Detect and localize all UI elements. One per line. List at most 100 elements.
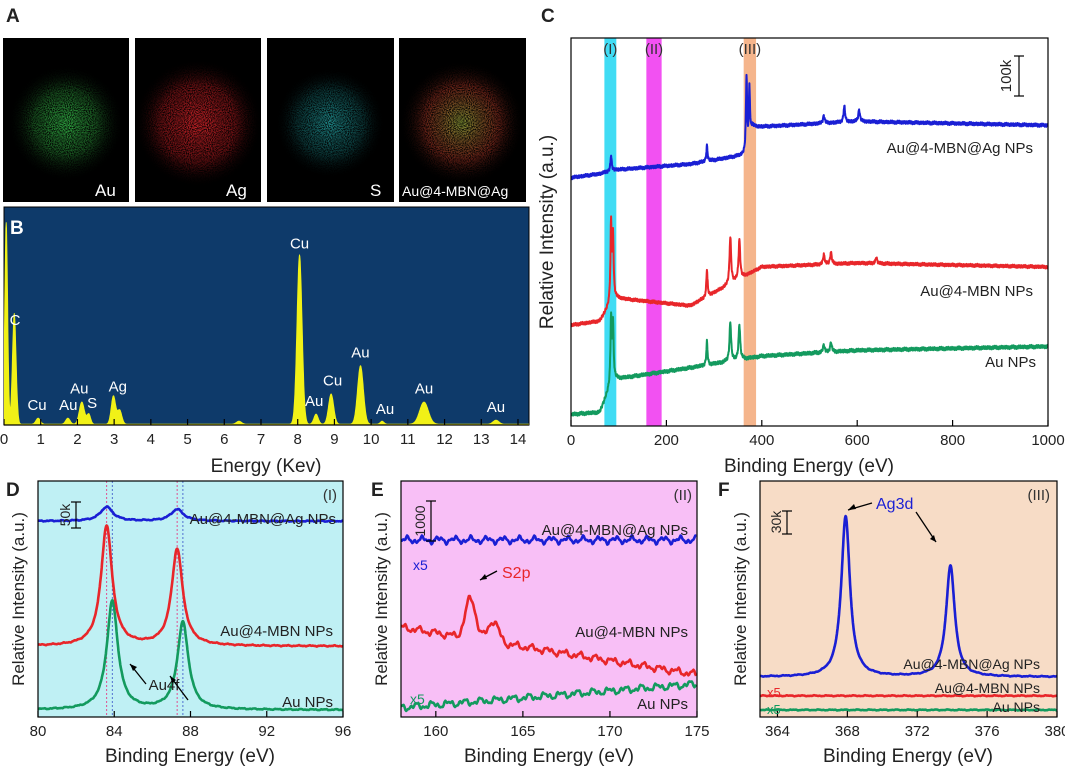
- eds-peak-label: Au: [59, 397, 77, 414]
- eds-x-tick-label: 11: [400, 431, 416, 448]
- eds-spectrum: [4, 222, 529, 425]
- eds-x-tick-label: 10: [363, 431, 380, 448]
- scale-bar-label: 30k: [768, 510, 784, 534]
- panel-label-d: D: [6, 480, 20, 501]
- map-overlay: Au@4-MBN@Ag: [399, 38, 526, 202]
- panel-e: E 160 165 170 175 Au NPs Au@4-MBN NPs Au@4-MB…: [371, 480, 710, 767]
- au4f-series-label: Au@4-MBN NPs: [220, 623, 333, 640]
- au4f-x-tick-label: 88: [182, 723, 199, 740]
- au4f-series-labels: Au NPs Au@4-MBN NPs Au@4-MBN@Ag NPs: [190, 511, 336, 711]
- map-ag-label: Ag: [226, 181, 247, 200]
- survey-x-ticks: 0 200 400 600 800 1000: [567, 420, 1065, 449]
- region-label: (III): [1028, 487, 1051, 504]
- eds-x-tick-label: 4: [147, 431, 155, 448]
- ag3d-series-label: Au NPs: [993, 699, 1040, 715]
- multiplier-label: x5: [767, 685, 781, 700]
- eds-peak-label: Au: [351, 344, 369, 361]
- ag3d-x-tick-label: 372: [905, 723, 930, 740]
- panel-d: D 80 84 88 92 96 Au NPs Au@4-MBN NPs Au@4-MBN@…: [6, 480, 351, 767]
- survey-frame: [570, 37, 1049, 427]
- survey-x-tick-label: 0: [567, 432, 575, 449]
- ag3d-x-tick-label: 380: [1044, 723, 1065, 740]
- peak-label: S2p: [502, 565, 531, 582]
- scale-bar-label: 50k: [57, 503, 73, 527]
- map-overlay-label: Au@4-MBN@Ag: [402, 183, 508, 199]
- ag3d-series-label: Au@4-MBN NPs: [935, 680, 1040, 696]
- multiplier-label: x5: [410, 691, 425, 707]
- survey-series-label: Au NPs: [985, 354, 1036, 371]
- survey-x-tick-label: 800: [940, 432, 965, 449]
- eds-x-axis-label: Energy (Kev): [211, 456, 322, 477]
- eds-peak-label: Cu: [323, 373, 342, 390]
- eds-x-tick-label: 0: [0, 431, 8, 448]
- ag3d-spectra: [760, 514, 1057, 712]
- s2p-x-tick-label: 170: [597, 723, 622, 740]
- au4f-x-tick-label: 80: [30, 723, 47, 740]
- s2p-series-label: Au@4-MBN NPs: [575, 624, 688, 641]
- highlight-band: [743, 38, 757, 426]
- survey-y-axis-label: Relative Intensity (a.u.): [537, 135, 558, 329]
- au4f-x-tick-label: 92: [258, 723, 275, 740]
- ag3d-frame: [759, 480, 1058, 718]
- scale-bar-label: 1000: [412, 505, 428, 536]
- highlight-band-label: (II): [645, 41, 663, 58]
- au4f-x-axis-label: Binding Energy (eV): [105, 746, 275, 767]
- highlight-band-label: (I): [603, 41, 617, 58]
- au4f-series-au-nps: [38, 599, 343, 712]
- survey-x-tick-label: 200: [654, 432, 679, 449]
- panel-a: A Au Ag S Au@4-MBN@Ag: [3, 6, 526, 202]
- panel-label-f: F: [718, 480, 730, 501]
- s2p-series-labels: Au NPs Au@4-MBN NPs Au@4-MBN@Ag NPs: [542, 522, 688, 713]
- ag3d-series-au-4-mbn-ag-nps: [760, 514, 1057, 679]
- s2p-series-au-4-mbn-ag-nps: [401, 534, 697, 546]
- survey-series-label: Au@4-MBN NPs: [920, 283, 1033, 300]
- eds-x-tick-label: 14: [510, 431, 527, 448]
- eds-peak-label: Au: [305, 393, 323, 410]
- map-s-label: S: [370, 181, 381, 200]
- multiplier-label: x5: [767, 702, 781, 717]
- eds-peak-label: S: [87, 395, 97, 412]
- peak-arrow-head: [848, 504, 856, 510]
- au4f-x-tick-label: 84: [106, 723, 123, 740]
- multiplier-label: x5: [413, 557, 428, 573]
- eds-x-tick-label: 12: [436, 431, 453, 448]
- survey-x-tick-label: 400: [749, 432, 774, 449]
- eds-x-tick-label: 8: [294, 431, 302, 448]
- eds-peak-label: Au: [70, 381, 88, 398]
- peak-arrow-head: [930, 535, 936, 542]
- au4f-annotations: (I) 50k Au4f: [57, 487, 337, 701]
- ag3d-series-label: Au@4-MBN@Ag NPs: [903, 656, 1040, 672]
- highlight-band-label: (III): [739, 41, 762, 58]
- eds-peak-label: Cu: [27, 397, 46, 414]
- au4f-series-au-4-mbn-ag-nps: [38, 505, 343, 523]
- eds-peak-label: Au: [487, 399, 505, 416]
- s2p-series-au-4-mbn-nps: [401, 594, 697, 677]
- survey-spectra: [571, 73, 1048, 417]
- au4f-spectra: [38, 505, 343, 712]
- ag3d-series-au-nps: [760, 708, 1057, 712]
- au4f-y-axis-label: Relative Intensity (a.u.): [9, 512, 28, 686]
- survey-x-tick-label: 1000: [1031, 432, 1064, 449]
- ag3d-y-axis-label: Relative Intensity (a.u.): [731, 512, 750, 686]
- s2p-x-tick-label: 160: [423, 723, 448, 740]
- eds-peak-label: Au: [415, 381, 433, 398]
- ag3d-x-ticks: 364 368 372 376 380: [765, 711, 1065, 740]
- region-label: (I): [323, 487, 337, 504]
- survey-series-au-nps: [571, 311, 1048, 417]
- survey-series-au-4-mbn-ag-nps: [571, 73, 1048, 181]
- eds-peak-label: Ag: [109, 379, 127, 396]
- eds-x-tick-label: 5: [183, 431, 191, 448]
- s2p-series-label: Au@4-MBN@Ag NPs: [542, 522, 688, 539]
- s2p-spectra: [401, 534, 697, 713]
- survey-scale-bar: 100k: [998, 55, 1024, 97]
- panel-c: C (I) (II) (III) 0 200 400 600 800 1000 Au NPsA…: [537, 6, 1065, 477]
- s2p-series-au-nps: [401, 680, 697, 713]
- eds-x-tick-label: 1: [37, 431, 45, 448]
- panel-label-c: C: [541, 6, 555, 27]
- peak-label: Ag3d: [876, 496, 913, 513]
- peak-arrow-head: [480, 574, 487, 580]
- map-s: S: [267, 38, 394, 202]
- panel-label-e: E: [371, 480, 384, 501]
